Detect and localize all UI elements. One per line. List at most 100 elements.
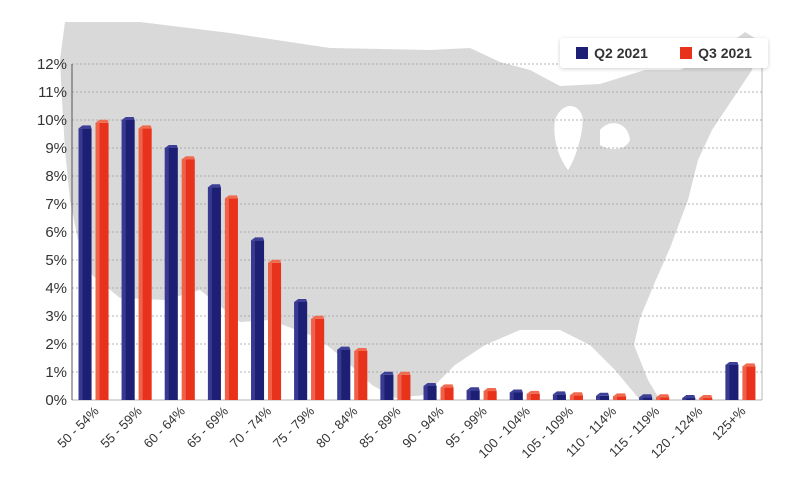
y-tick-label: 6%	[45, 224, 67, 241]
x-tick-label: 50 - 54%	[54, 403, 102, 451]
bar-highlight	[207, 187, 212, 400]
legend: Q2 2021 Q3 2021	[560, 38, 768, 68]
bar-top	[181, 156, 195, 160]
bar-highlight	[569, 395, 574, 400]
bar-q2	[466, 387, 480, 400]
bar-top	[251, 237, 265, 241]
bar-q2	[423, 383, 437, 400]
bar-top	[380, 371, 394, 375]
x-tick-label: 70 - 74%	[227, 403, 275, 451]
bar-q2	[207, 184, 221, 400]
bar-top	[164, 145, 178, 148]
bar-q3	[354, 348, 368, 400]
bar-body	[509, 392, 523, 400]
bar-top	[483, 388, 497, 392]
bar-top	[526, 390, 540, 394]
bar-q3	[656, 394, 670, 400]
bar-top	[699, 395, 713, 399]
bar-top	[639, 394, 653, 398]
gridlines	[72, 63, 762, 401]
bar-highlight	[164, 148, 169, 400]
bar-highlight	[337, 349, 342, 400]
y-tick-label: 4%	[45, 280, 67, 297]
bar-q3	[138, 125, 152, 400]
x-tick-label: 80 - 84%	[313, 403, 361, 451]
bar-q3	[526, 390, 540, 400]
x-tick-label: 90 - 94%	[399, 403, 447, 451]
bar-top	[596, 392, 610, 396]
bar-q3	[268, 259, 282, 400]
y-tick-label: 8%	[45, 168, 67, 185]
bar-q3	[224, 195, 238, 400]
bar-top	[354, 348, 368, 351]
bar-body	[682, 398, 696, 400]
y-tick-label: 0%	[45, 392, 67, 409]
bar-top	[294, 299, 308, 302]
bar-top	[224, 195, 238, 199]
bar-top	[423, 383, 437, 386]
bar-highlight	[354, 351, 359, 400]
bar-q2	[682, 395, 696, 400]
bar-body	[656, 397, 670, 400]
bar-top	[682, 395, 696, 399]
legend-swatch-q2	[576, 47, 589, 59]
legend-swatch-q3	[680, 47, 693, 59]
bar-top	[95, 119, 109, 123]
bar-body	[699, 398, 713, 400]
bar-highlight	[440, 387, 445, 400]
bar-q2	[509, 389, 523, 400]
bar-body	[569, 395, 583, 400]
bar-top	[466, 387, 480, 391]
bar-q3	[181, 156, 195, 400]
bar-body	[526, 393, 540, 400]
bar-highlight	[294, 302, 299, 400]
bar-top	[656, 394, 670, 398]
bar-top	[552, 391, 566, 395]
bar-q3	[95, 119, 109, 401]
bar-highlight	[656, 397, 661, 400]
bar-q3	[483, 388, 497, 400]
bar-highlight	[251, 240, 256, 400]
bar-q3	[397, 371, 411, 400]
bar-top	[311, 315, 325, 319]
y-tick-label: 1%	[45, 364, 67, 381]
bar-highlight	[423, 386, 428, 400]
bar-top	[207, 184, 221, 188]
y-tick-label: 9%	[45, 140, 67, 157]
bar-highlight	[78, 128, 83, 400]
bar-q2	[725, 362, 739, 400]
bar-top	[337, 346, 351, 350]
bar-highlight	[268, 262, 273, 400]
y-axis: 0% 1% 2% 3% 4% 5% 6% 7% 8% 9% 10% 11% 12%	[37, 56, 763, 409]
bar-q3	[742, 363, 756, 400]
legend-label-q3: Q3 2021	[698, 45, 752, 61]
bar-q2	[294, 299, 308, 400]
bar-body	[466, 390, 480, 400]
bar-highlight	[682, 398, 687, 400]
bar-top	[268, 259, 282, 263]
bar-highlight	[613, 396, 618, 400]
x-axis: 50 - 54%55 - 59%60 - 64%65 - 69%70 - 74%…	[54, 403, 749, 461]
y-tick-label: 10%	[37, 112, 67, 129]
x-tick-label: 125+%	[709, 403, 749, 443]
bar-q2	[78, 125, 92, 400]
legend-item-q2: Q2 2021	[576, 45, 648, 61]
bar-q3	[613, 393, 627, 400]
bar-highlight	[311, 318, 316, 400]
bar-highlight	[121, 120, 126, 400]
bar-highlight	[224, 198, 229, 400]
bar-highlight	[596, 395, 601, 400]
x-tick-label: 85 - 89%	[356, 403, 404, 451]
bar-highlight	[742, 366, 747, 400]
legend-label-q2: Q2 2021	[594, 45, 648, 61]
bar-body	[483, 391, 497, 400]
bar-highlight	[95, 122, 100, 401]
y-tick-label: 5%	[45, 252, 67, 269]
y-tick-label: 12%	[37, 56, 67, 73]
x-tick-label: 65 - 69%	[184, 403, 232, 451]
bar-q3	[569, 392, 583, 400]
x-tick-label: 55 - 59%	[97, 403, 145, 451]
bar-q2	[639, 394, 653, 400]
x-tick-label: 60 - 64%	[141, 403, 189, 451]
